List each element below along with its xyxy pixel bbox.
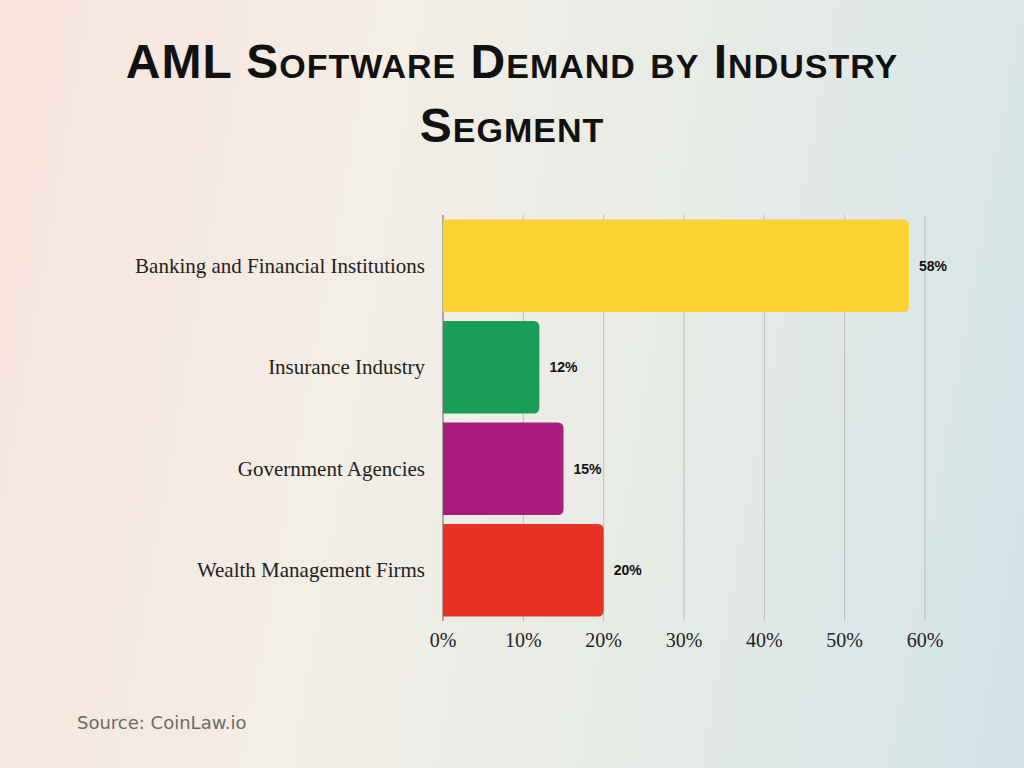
category-label: Wealth Management Firms [197, 558, 425, 582]
tick-label: 0% [430, 629, 457, 651]
category-label: Banking and Financial Institutions [135, 254, 425, 278]
axis-line [443, 621, 925, 622]
tick-label: 50% [826, 629, 863, 651]
bar [443, 423, 564, 515]
data-label: 58% [919, 258, 948, 274]
tick-label: 30% [666, 629, 703, 651]
tick-label: 60% [907, 629, 944, 651]
chart: 0% 10% 20% 30% 40% 50% 60% Banking and Financia… [0, 0, 1024, 768]
grid-line [925, 215, 926, 621]
data-label: 20% [614, 562, 643, 578]
tick-label: 20% [585, 629, 622, 651]
category-label: Government Agencies [238, 457, 425, 481]
source: Source: CoinLaw.io [77, 712, 246, 733]
data-label: 12% [549, 359, 578, 375]
bar [443, 220, 909, 312]
data-label: 15% [574, 461, 603, 477]
tick-label: 10% [505, 629, 542, 651]
bar [443, 524, 604, 616]
bar [443, 321, 539, 413]
category-label: Insurance Industry [268, 355, 425, 379]
title: AML Software Demand by Industry Segment [112, 30, 912, 158]
tick-label: 40% [746, 629, 783, 651]
bars [443, 220, 909, 617]
